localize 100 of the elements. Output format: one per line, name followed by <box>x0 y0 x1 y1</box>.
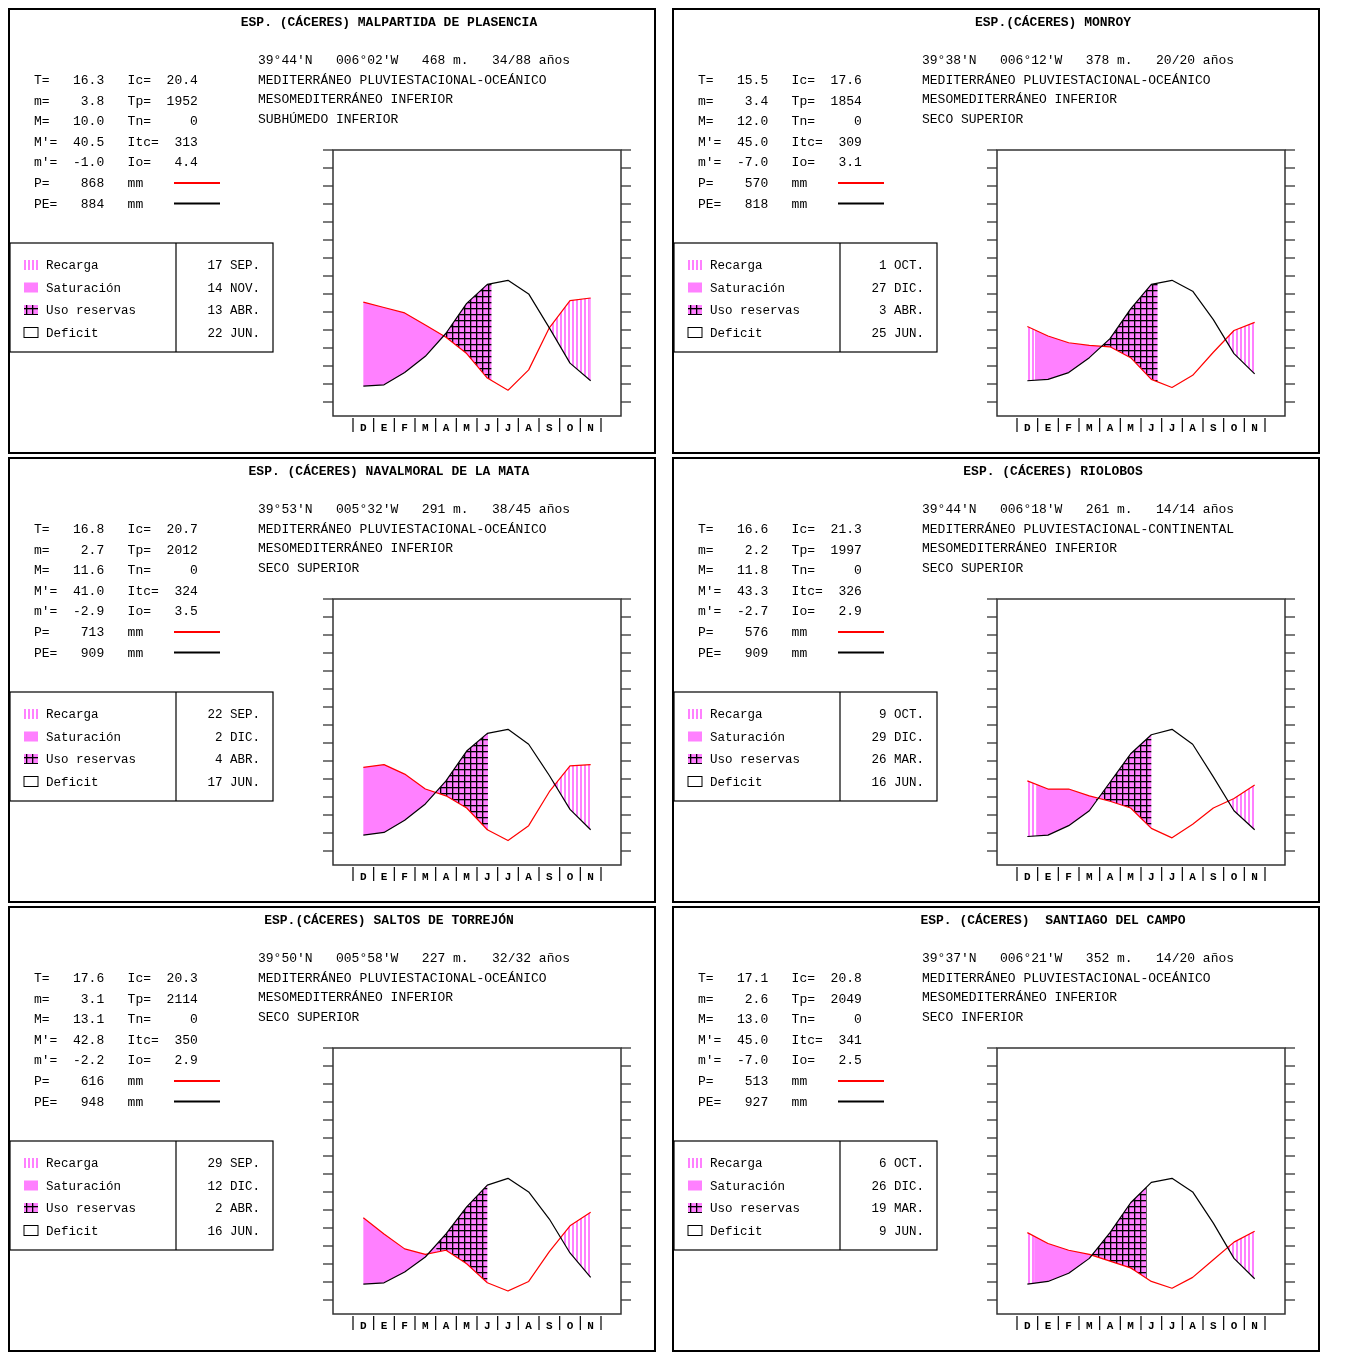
legend-label: P= 513 mm <box>698 1074 808 1089</box>
x-tick-label: N <box>587 422 594 434</box>
x-tick-label: O <box>1230 422 1238 434</box>
chart-title: ESP. (CÁCERES) MALPARTIDA DE PLASENCIA <box>240 15 538 30</box>
text: Deficit <box>46 326 99 341</box>
text: M'= 42.8 Itc= 350 <box>34 1032 198 1048</box>
text: 17 SEP. <box>207 259 260 273</box>
chart-title: ESP. (CÁCERES) RIOLOBOS <box>963 464 1143 479</box>
text: 19 MAR. <box>871 1202 924 1216</box>
legend-label: PE= 948 mm <box>34 1094 144 1110</box>
text: Deficit <box>710 326 763 341</box>
text: 3 ABR. <box>878 304 924 318</box>
text: Saturación <box>710 281 786 296</box>
text: Recarga <box>46 708 100 722</box>
text: m'= -7.0 Io= 2.5 <box>698 1053 862 1069</box>
text: SUBHÚMEDO INFERIOR <box>258 111 399 127</box>
text: T= 17.6 Ic= 20.3 <box>34 971 198 986</box>
x-tick-label: S <box>1210 422 1218 434</box>
text: 39°37'N 006°21'W 352 m. 14/20 años <box>922 951 1235 966</box>
text: M= 13.0 Tn= 0 <box>698 1012 862 1028</box>
x-tick-label: E <box>380 1320 388 1332</box>
legend-label: PE= 884 mm <box>34 196 144 212</box>
x-tick-label: M <box>1127 1320 1135 1332</box>
x-tick-label: N <box>1251 422 1258 434</box>
text: M'= 43.3 Itc= 326 <box>698 583 862 599</box>
x-tick-label: M <box>1127 871 1135 883</box>
x-tick-label: J <box>1148 422 1155 434</box>
text: 12 DIC. <box>207 1179 260 1194</box>
text: MEDITERRÁNEO PLUVIESTACIONAL-OCEÁNICO <box>922 72 1211 88</box>
x-tick-label: N <box>587 871 594 883</box>
text: 4 ABR. <box>214 753 260 767</box>
text: M'= 45.0 Itc= 341 <box>698 1032 863 1048</box>
text: 2 ABR. <box>214 1202 260 1216</box>
text: Recarga <box>710 708 764 722</box>
x-tick-label: S <box>1210 871 1218 883</box>
text: 39°53'N 005°32'W 291 m. 38/45 años <box>258 502 571 517</box>
text: Uso reservas <box>46 1202 137 1216</box>
legend-label: PE= 909 mm <box>34 645 144 661</box>
text: 39°44'N 006°02'W 468 m. 34/88 años <box>258 53 571 68</box>
text: 25 JUN. <box>871 326 924 341</box>
x-tick-label: A <box>1189 1320 1197 1332</box>
x-tick-label: J <box>1168 871 1176 883</box>
x-tick-label: S <box>1210 1320 1218 1332</box>
text: Deficit <box>710 1224 763 1239</box>
text: 26 DIC. <box>871 1179 924 1194</box>
text: Recarga <box>46 1157 100 1171</box>
x-tick-label: F <box>1065 871 1072 883</box>
text: Deficit <box>46 1224 99 1239</box>
x-tick-label: D <box>1024 871 1032 883</box>
text: Saturación <box>710 1179 786 1194</box>
x-tick-label: J <box>504 1320 512 1332</box>
text: MESOMEDITERRÁNEO INFERIOR <box>258 92 454 107</box>
text: 9 OCT. <box>878 708 924 722</box>
text: M= 13.1 Tn= 0 <box>34 1012 198 1028</box>
text: Deficit <box>46 775 99 790</box>
x-tick-label: S <box>546 1320 554 1332</box>
x-tick-label: D <box>360 1320 368 1332</box>
text: M= 12.0 Tn= 0 <box>698 114 862 130</box>
text: M= 10.0 Tn= 0 <box>34 114 198 130</box>
x-tick-label: M <box>1086 422 1094 434</box>
text: m'= -2.7 Io= 2.9 <box>698 604 862 620</box>
text: MESOMEDITERRÁNEO INFERIOR <box>922 92 1118 107</box>
text: MEDITERRÁNEO PLUVIESTACIONAL-OCEÁNICO <box>258 521 547 537</box>
x-tick-label: J <box>1168 1320 1176 1332</box>
legend-label: PE= 927 mm <box>698 1094 808 1110</box>
chart-title: ESP. (CÁCERES) SANTIAGO DEL CAMPO <box>920 913 1186 928</box>
text: 13 ABR. <box>207 304 260 318</box>
x-tick-label: D <box>1024 422 1032 434</box>
text: m'= -2.9 Io= 3.5 <box>34 604 198 620</box>
x-tick-label: F <box>401 422 408 434</box>
text: M'= 40.5 Itc= 313 <box>34 134 198 150</box>
x-tick-label: A <box>442 871 450 883</box>
x-tick-label: M <box>1127 422 1135 434</box>
text: Uso reservas <box>710 1202 801 1216</box>
text: m= 2.2 Tp= 1997 <box>698 542 862 558</box>
text: MESOMEDITERRÁNEO INFERIOR <box>258 541 454 556</box>
text: m= 3.8 Tp= 1952 <box>34 93 198 109</box>
x-tick-label: J <box>484 871 491 883</box>
text: M'= 45.0 Itc= 309 <box>698 134 862 150</box>
text: m= 3.1 Tp= 2114 <box>34 991 199 1007</box>
text: MEDITERRÁNEO PLUVIESTACIONAL-CONTINENTAL <box>922 521 1235 537</box>
x-tick-label: A <box>1189 422 1197 434</box>
text: MEDITERRÁNEO PLUVIESTACIONAL-OCEÁNICO <box>258 72 547 88</box>
text: Recarga <box>46 259 100 273</box>
text: 2 DIC. <box>214 730 260 745</box>
text: T= 16.6 Ic= 21.3 <box>698 522 862 537</box>
x-tick-label: O <box>566 871 574 883</box>
text: Saturación <box>710 730 786 745</box>
x-tick-label: O <box>566 1320 574 1332</box>
x-tick-label: S <box>546 871 554 883</box>
x-tick-label: A <box>1106 871 1114 883</box>
text: Saturación <box>46 281 122 296</box>
x-tick-label: A <box>442 1320 450 1332</box>
x-tick-label: S <box>546 422 554 434</box>
x-tick-label: F <box>1065 1320 1072 1332</box>
x-tick-label: M <box>1086 871 1094 883</box>
text: 27 DIC. <box>871 281 924 296</box>
x-tick-label: O <box>566 422 574 434</box>
text: MEDITERRÁNEO PLUVIESTACIONAL-OCEÁNICO <box>258 970 547 986</box>
x-tick-label: D <box>1024 1320 1032 1332</box>
